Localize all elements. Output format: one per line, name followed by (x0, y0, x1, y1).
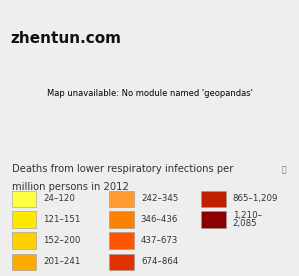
Text: Map unavailable: No module named 'geopandas': Map unavailable: No module named 'geopan… (47, 89, 252, 98)
Bar (109, 254, 134, 270)
Text: zhentun.com: zhentun.com (10, 31, 121, 46)
Bar (109, 191, 134, 207)
Bar (12, 232, 36, 248)
Bar (12, 191, 36, 207)
Text: Deaths from lower respiratory infections per: Deaths from lower respiratory infections… (12, 164, 233, 174)
Text: 2,085: 2,085 (233, 219, 257, 228)
Text: 1,210–: 1,210– (233, 211, 262, 221)
Text: ⬜: ⬜ (281, 165, 286, 174)
Text: 121–151: 121–151 (43, 215, 81, 224)
Text: 674–864: 674–864 (141, 258, 178, 266)
Bar (12, 211, 36, 228)
Text: 242–345: 242–345 (141, 195, 178, 203)
Text: 24–120: 24–120 (43, 195, 75, 203)
Text: 437–673: 437–673 (141, 236, 178, 245)
Text: million persons in 2012: million persons in 2012 (12, 182, 129, 192)
Text: 201–241: 201–241 (43, 258, 81, 266)
Text: 865–1,209: 865–1,209 (233, 195, 278, 203)
Bar (109, 232, 134, 248)
Bar (12, 254, 36, 270)
Text: 346–436: 346–436 (141, 215, 178, 224)
Bar (201, 191, 225, 207)
Bar (201, 211, 225, 228)
Text: 152–200: 152–200 (43, 236, 81, 245)
Bar (109, 211, 134, 228)
